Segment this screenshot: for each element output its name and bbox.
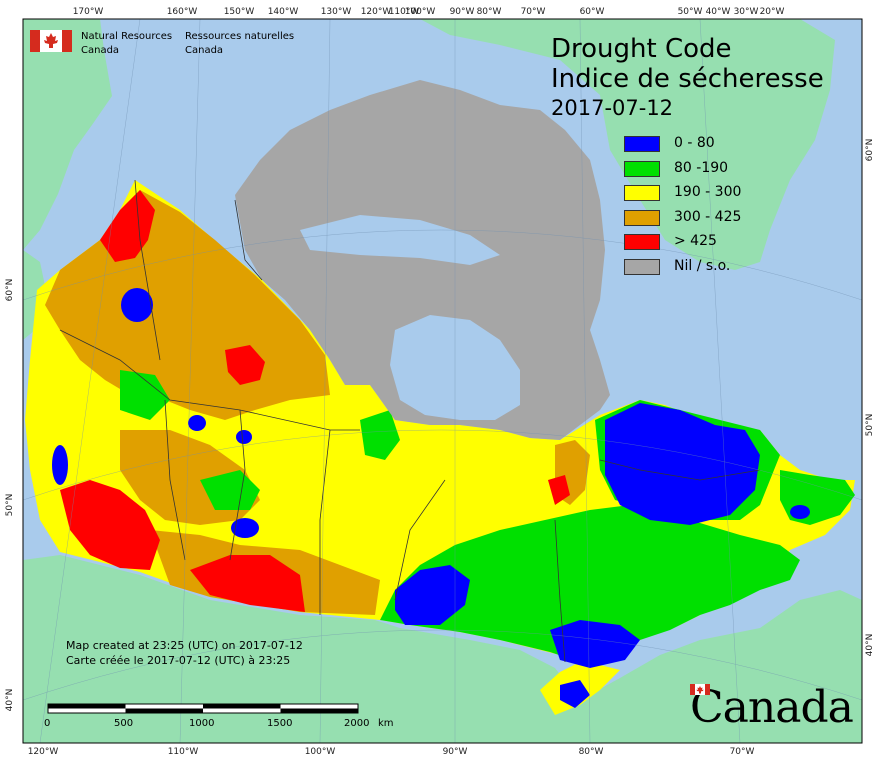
graticule-label-right: 50°N <box>865 414 875 437</box>
graticule-label-top: 160°W <box>167 7 198 17</box>
dc-green-center <box>200 470 260 510</box>
graticule-label-left: 60°N <box>5 279 15 302</box>
graticule-label-top: 20°W <box>760 7 785 17</box>
alaska-land <box>23 19 112 250</box>
map-title-en: Drought Code <box>551 34 732 64</box>
dc-blue-maritime-spot <box>790 505 810 519</box>
graticule-label-top: 170°W <box>73 7 104 17</box>
dc-blue-alberta-spot <box>231 518 259 538</box>
alaska-land-south <box>23 250 48 340</box>
credit-en: Map created at 23:25 (UTC) on 2017-07-12 <box>66 639 303 652</box>
legend-swatch <box>624 185 660 202</box>
canada-wordmark: Canada <box>690 682 854 733</box>
nrcan-en-line2: Canada <box>81 45 120 56</box>
nrcan-en-line1: Natural Resources <box>81 31 173 42</box>
graticule-label-top: 140°W <box>268 7 299 17</box>
graticule-labels-right: 60°N 50°N 40°N <box>865 139 875 657</box>
graticule <box>23 19 862 743</box>
dc-blue-quebec <box>605 403 760 525</box>
canada-flag-icon <box>30 30 72 52</box>
dc-green-hudson <box>360 410 400 460</box>
graticule-label-bottom: 120°W <box>28 747 59 757</box>
legend-swatch <box>624 136 660 152</box>
dc-red-labrador <box>548 475 570 505</box>
canada-wordmark-text: Canada <box>690 682 854 733</box>
legend-swatch <box>624 234 660 251</box>
legend-label: 80 -190 <box>674 159 729 176</box>
graticule-label-left: 40°N <box>5 689 15 712</box>
map-date: 2017-07-12 <box>551 96 674 120</box>
scale-label-2000: 2000 <box>344 718 370 729</box>
nrcan-fr-line2: Canada <box>185 45 224 56</box>
graticule-labels-left: 60°N 50°N 40°N <box>5 279 15 712</box>
scale-label-1000: 1000 <box>189 718 215 729</box>
graticule-label-top: 100°W <box>405 7 436 17</box>
graticule-label-bottom: 80°W <box>579 747 604 757</box>
dc-blue-ontario-south <box>550 620 640 668</box>
provincial-borders <box>59 179 761 663</box>
nrcan-fr-line1: Ressources naturelles <box>185 31 295 42</box>
arctic-channel <box>300 215 500 265</box>
graticule-label-top: 110°W <box>389 7 420 17</box>
graticule-label-bottom: 110°W <box>168 747 199 757</box>
dc-red-nwt <box>225 345 265 385</box>
graticule-label-top: 70°W <box>521 7 546 17</box>
graticule-labels-bottom: 120°W 110°W 100°W 90°W 80°W 70°W <box>28 747 755 757</box>
graticule-label-top: 40°W <box>706 7 731 17</box>
graticule-label-top: 60°W <box>580 7 605 17</box>
scale-label-1500: 1500 <box>267 718 293 729</box>
dc-blue-ontario-west <box>395 565 470 625</box>
map-frame <box>22 18 863 744</box>
legend-label: Nil / s.o. <box>674 257 731 274</box>
dc-green-west <box>120 370 170 420</box>
graticule-label-bottom: 100°W <box>305 747 336 757</box>
scale-label-500: 500 <box>114 718 134 729</box>
map-title-fr: Indice de sécheresse <box>551 64 824 94</box>
graticule-label-bottom: 90°W <box>443 747 468 757</box>
legend-swatch <box>624 258 660 275</box>
graticule-labels-top: 170°W 160°W 150°W 140°W 130°W 120°W110°W100°W… <box>73 7 785 17</box>
legend-label: 300 - 425 <box>674 208 742 225</box>
graticule-label-top: 90°W <box>450 7 475 17</box>
legend-swatch <box>624 209 660 226</box>
usa-land <box>23 555 862 743</box>
dc-red-prairies <box>190 555 305 612</box>
graticule-label-bottom: 70°W <box>730 747 755 757</box>
nrcan-name-fr: Ressources naturelles Canada <box>185 30 294 58</box>
wordmark-flag-icon <box>690 684 710 695</box>
legend-label: > 425 <box>674 233 717 250</box>
nrcan-name-en: Natural Resources Canada <box>81 30 172 58</box>
scale-bar-graphic <box>47 703 359 714</box>
graticule-label-right: 60°N <box>865 139 875 162</box>
graticule-label-top: 120°W <box>361 7 392 17</box>
graticule-label-top: 80°W <box>477 7 502 17</box>
graticule-label-left: 50°N <box>5 494 15 517</box>
graticule-label-top: 150°W <box>224 7 255 17</box>
dc-blue-nwt-spot <box>188 415 206 431</box>
dc-blue-great-lakes <box>560 680 590 708</box>
arctic-no-data <box>235 80 610 440</box>
map-credit: Map created at 23:25 (UTC) on 2017-07-12… <box>66 638 303 668</box>
graticule-label-top: 50°W <box>678 7 703 17</box>
dc-blue-sask-spot <box>236 430 252 444</box>
credit-fr: Carte créée le 2017-07-12 (UTC) à 23:25 <box>66 654 291 667</box>
legend-swatch <box>624 160 660 177</box>
graticule-label-right: 40°N <box>865 634 875 657</box>
scale-unit: km <box>378 718 394 729</box>
legend-label: 0 - 80 <box>674 135 715 151</box>
graticule-label-top: 30°W <box>734 7 759 17</box>
scale-bar: 0 500 1000 1500 2000 km <box>44 700 394 732</box>
dc-blue-coast-spot <box>52 445 68 485</box>
dc-red-bc <box>60 480 160 570</box>
dc-blue-yukon-spot <box>121 288 153 322</box>
graticule-label-top: 130°W <box>321 7 352 17</box>
dc-red-yukon <box>100 190 155 262</box>
map-body <box>23 19 862 743</box>
dc-green-east <box>380 505 800 662</box>
scale-label-0: 0 <box>44 718 51 729</box>
legend-label: 190 - 300 <box>674 184 742 201</box>
